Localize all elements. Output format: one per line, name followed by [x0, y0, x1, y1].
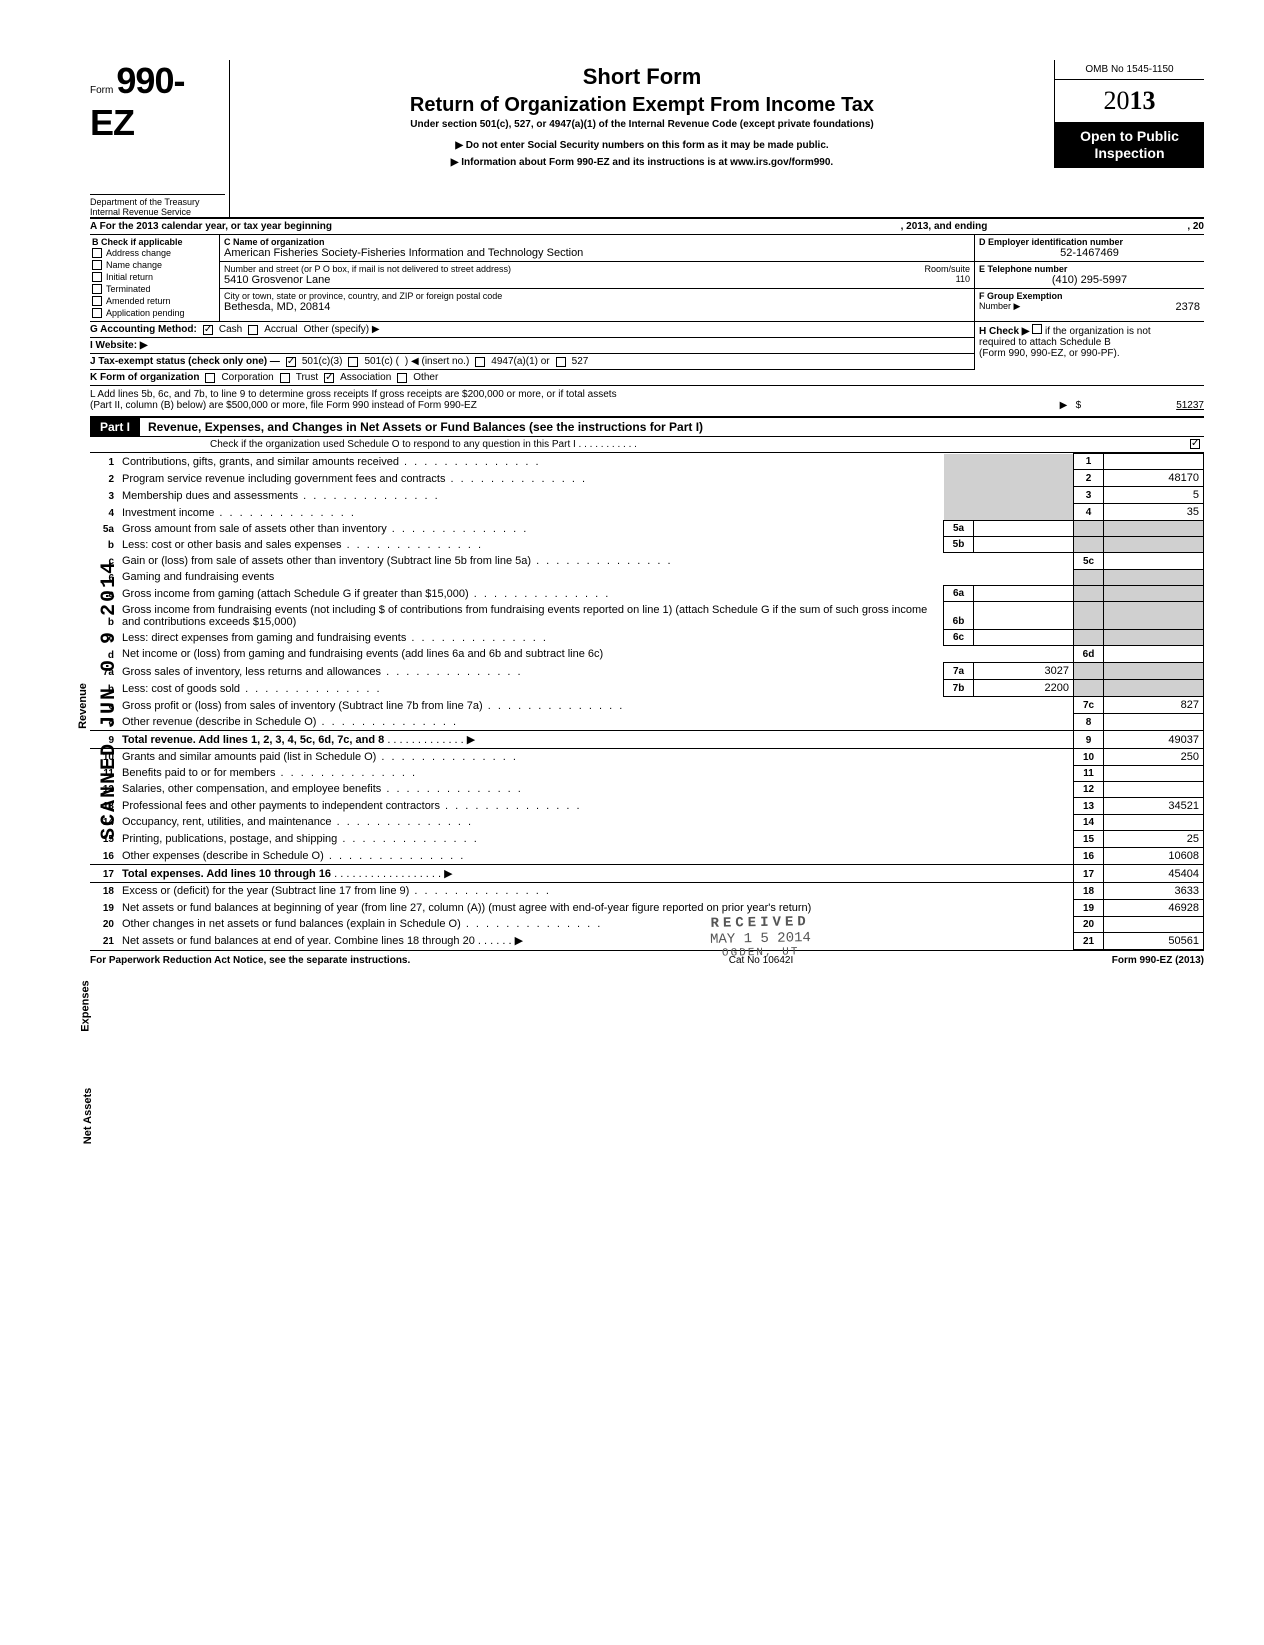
line18-val: 3633 — [1104, 882, 1204, 899]
chk-name-change[interactable] — [92, 260, 102, 270]
chk-sched-b[interactable] — [1032, 324, 1042, 334]
dept-irs: Internal Revenue Service — [90, 207, 225, 217]
under-section: Under section 501(c), 527, or 4947(a)(1)… — [240, 119, 1044, 130]
street: 5410 Grosvenor Lane — [224, 274, 330, 286]
row-j: J Tax-exempt status (check only one) — 5… — [90, 354, 974, 370]
gross-receipts: 51237 — [1084, 400, 1204, 411]
line7b-val: 2200 — [974, 680, 1074, 697]
group-exemption: 2378 — [1176, 301, 1200, 313]
expenses-label: Expenses — [80, 980, 92, 1031]
ein: 52-1467469 — [979, 247, 1200, 259]
info-url: ▶ Information about Form 990-EZ and its … — [240, 157, 1044, 168]
ssn-warning: ▶ Do not enter Social Security numbers o… — [240, 140, 1044, 151]
col-b-checkboxes: B Check if applicable Address change Nam… — [90, 235, 220, 321]
received-stamp: RECEIVED MAY 1 5 2014 OGDEN, UT — [710, 914, 812, 960]
tax-year: 2013 — [1055, 80, 1204, 122]
row-a: A For the 2013 calendar year, or tax yea… — [90, 219, 1204, 235]
chk-initial-return[interactable] — [92, 272, 102, 282]
line3-val: 5 — [1104, 487, 1204, 504]
chk-amended[interactable] — [92, 296, 102, 306]
chk-501c[interactable] — [348, 357, 358, 367]
netassets-label: Net Assets — [82, 1088, 94, 1144]
line15-val: 25 — [1104, 830, 1204, 847]
lines-table: 1Contributions, gifts, grants, and simil… — [90, 453, 1204, 950]
chk-trust[interactable] — [280, 373, 290, 383]
row-l: L Add lines 5b, 6c, and 7b, to line 9 to… — [90, 386, 1204, 414]
room-suite: 110 — [956, 274, 970, 284]
short-form-title: Short Form — [240, 64, 1044, 90]
org-name: American Fisheries Society-Fisheries Inf… — [224, 247, 583, 259]
footer: For Paperwork Reduction Act Notice, see … — [90, 950, 1204, 966]
line10-val: 250 — [1104, 748, 1204, 765]
chk-527[interactable] — [556, 357, 566, 367]
line13-val: 34521 — [1104, 797, 1204, 814]
chk-accrual[interactable] — [248, 325, 258, 335]
form-number: 990-EZ — [90, 60, 184, 143]
omb-number: OMB No 1545-1150 — [1055, 60, 1204, 80]
chk-address-change[interactable] — [92, 248, 102, 258]
line21-val: 50561 — [1104, 932, 1204, 949]
line16-val: 10608 — [1104, 847, 1204, 864]
chk-corp[interactable] — [205, 373, 215, 383]
row-i: I Website: ▶ — [90, 338, 974, 354]
return-title: Return of Organization Exempt From Incom… — [240, 94, 1044, 117]
chk-4947[interactable] — [475, 357, 485, 367]
open-public: Open to PublicInspection — [1055, 122, 1204, 168]
line9-val: 49037 — [1104, 730, 1204, 748]
dept-treasury: Department of the Treasury — [90, 194, 225, 207]
line7c-val: 827 — [1104, 697, 1204, 714]
chk-501c3[interactable] — [286, 357, 296, 367]
line4-val: 35 — [1104, 504, 1204, 521]
row-g: G Accounting Method: Cash Accrual Other … — [90, 322, 974, 338]
phone: (410) 295-5997 — [979, 274, 1200, 286]
check-schedule-o: Check if the organization used Schedule … — [90, 437, 1204, 453]
line17-val: 45404 — [1104, 864, 1204, 882]
line7a-val: 3027 — [974, 663, 1074, 680]
line2-val: 48170 — [1104, 470, 1204, 487]
scanned-stamp: SCANNED JUN 0 9 2014 — [98, 560, 121, 840]
chk-other-org[interactable] — [397, 373, 407, 383]
chk-cash[interactable] — [203, 325, 213, 335]
form-header: Form 990-EZ Department of the Treasury I… — [90, 60, 1204, 219]
chk-assoc[interactable] — [324, 373, 334, 383]
part1-header: Part I Revenue, Expenses, and Changes in… — [90, 416, 1204, 437]
row-k: K Form of organization Corporation Trust… — [90, 370, 1204, 386]
revenue-label: Revenue — [77, 683, 89, 729]
city-state-zip: Bethesda, MD, 20814 — [224, 301, 330, 313]
line19-val: 46928 — [1104, 899, 1204, 916]
chk-app-pending[interactable] — [92, 308, 102, 318]
chk-terminated[interactable] — [92, 284, 102, 294]
form-label: Form — [90, 85, 113, 96]
chk-sched-o[interactable] — [1190, 439, 1200, 449]
